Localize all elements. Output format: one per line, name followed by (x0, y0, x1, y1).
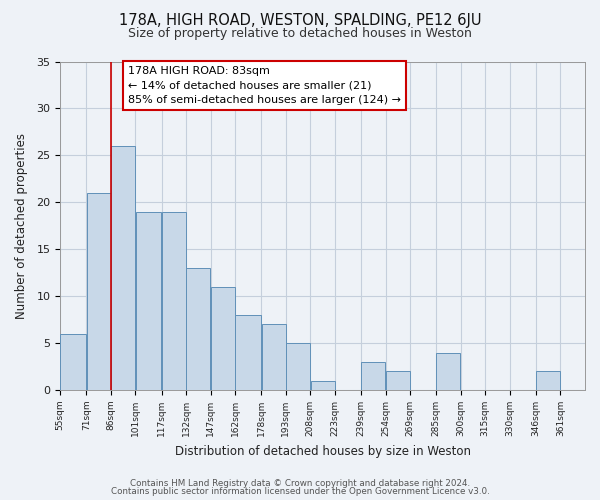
Text: Size of property relative to detached houses in Weston: Size of property relative to detached ho… (128, 28, 472, 40)
Text: Contains HM Land Registry data © Crown copyright and database right 2024.: Contains HM Land Registry data © Crown c… (130, 478, 470, 488)
Bar (235, 315, 261, 390)
Bar (286, 343, 310, 390)
Text: Contains public sector information licensed under the Open Government Licence v3: Contains public sector information licen… (110, 488, 490, 496)
Bar (187, 268, 211, 390)
Bar (61, 334, 86, 390)
Y-axis label: Number of detached properties: Number of detached properties (15, 133, 28, 319)
Bar (361, 362, 385, 390)
Bar (386, 372, 410, 390)
Bar (211, 287, 235, 390)
Bar (262, 324, 286, 390)
X-axis label: Distribution of detached houses by size in Weston: Distribution of detached houses by size … (175, 444, 470, 458)
Text: 178A HIGH ROAD: 83sqm
← 14% of detached houses are smaller (21)
85% of semi-deta: 178A HIGH ROAD: 83sqm ← 14% of detached … (128, 66, 401, 105)
Bar (136, 212, 161, 390)
Bar (86, 193, 110, 390)
Text: 178A, HIGH ROAD, WESTON, SPALDING, PE12 6JU: 178A, HIGH ROAD, WESTON, SPALDING, PE12 … (119, 12, 481, 28)
Bar (311, 380, 335, 390)
Bar (162, 212, 186, 390)
Bar (536, 372, 560, 390)
Bar (436, 352, 460, 390)
Bar (111, 146, 135, 390)
